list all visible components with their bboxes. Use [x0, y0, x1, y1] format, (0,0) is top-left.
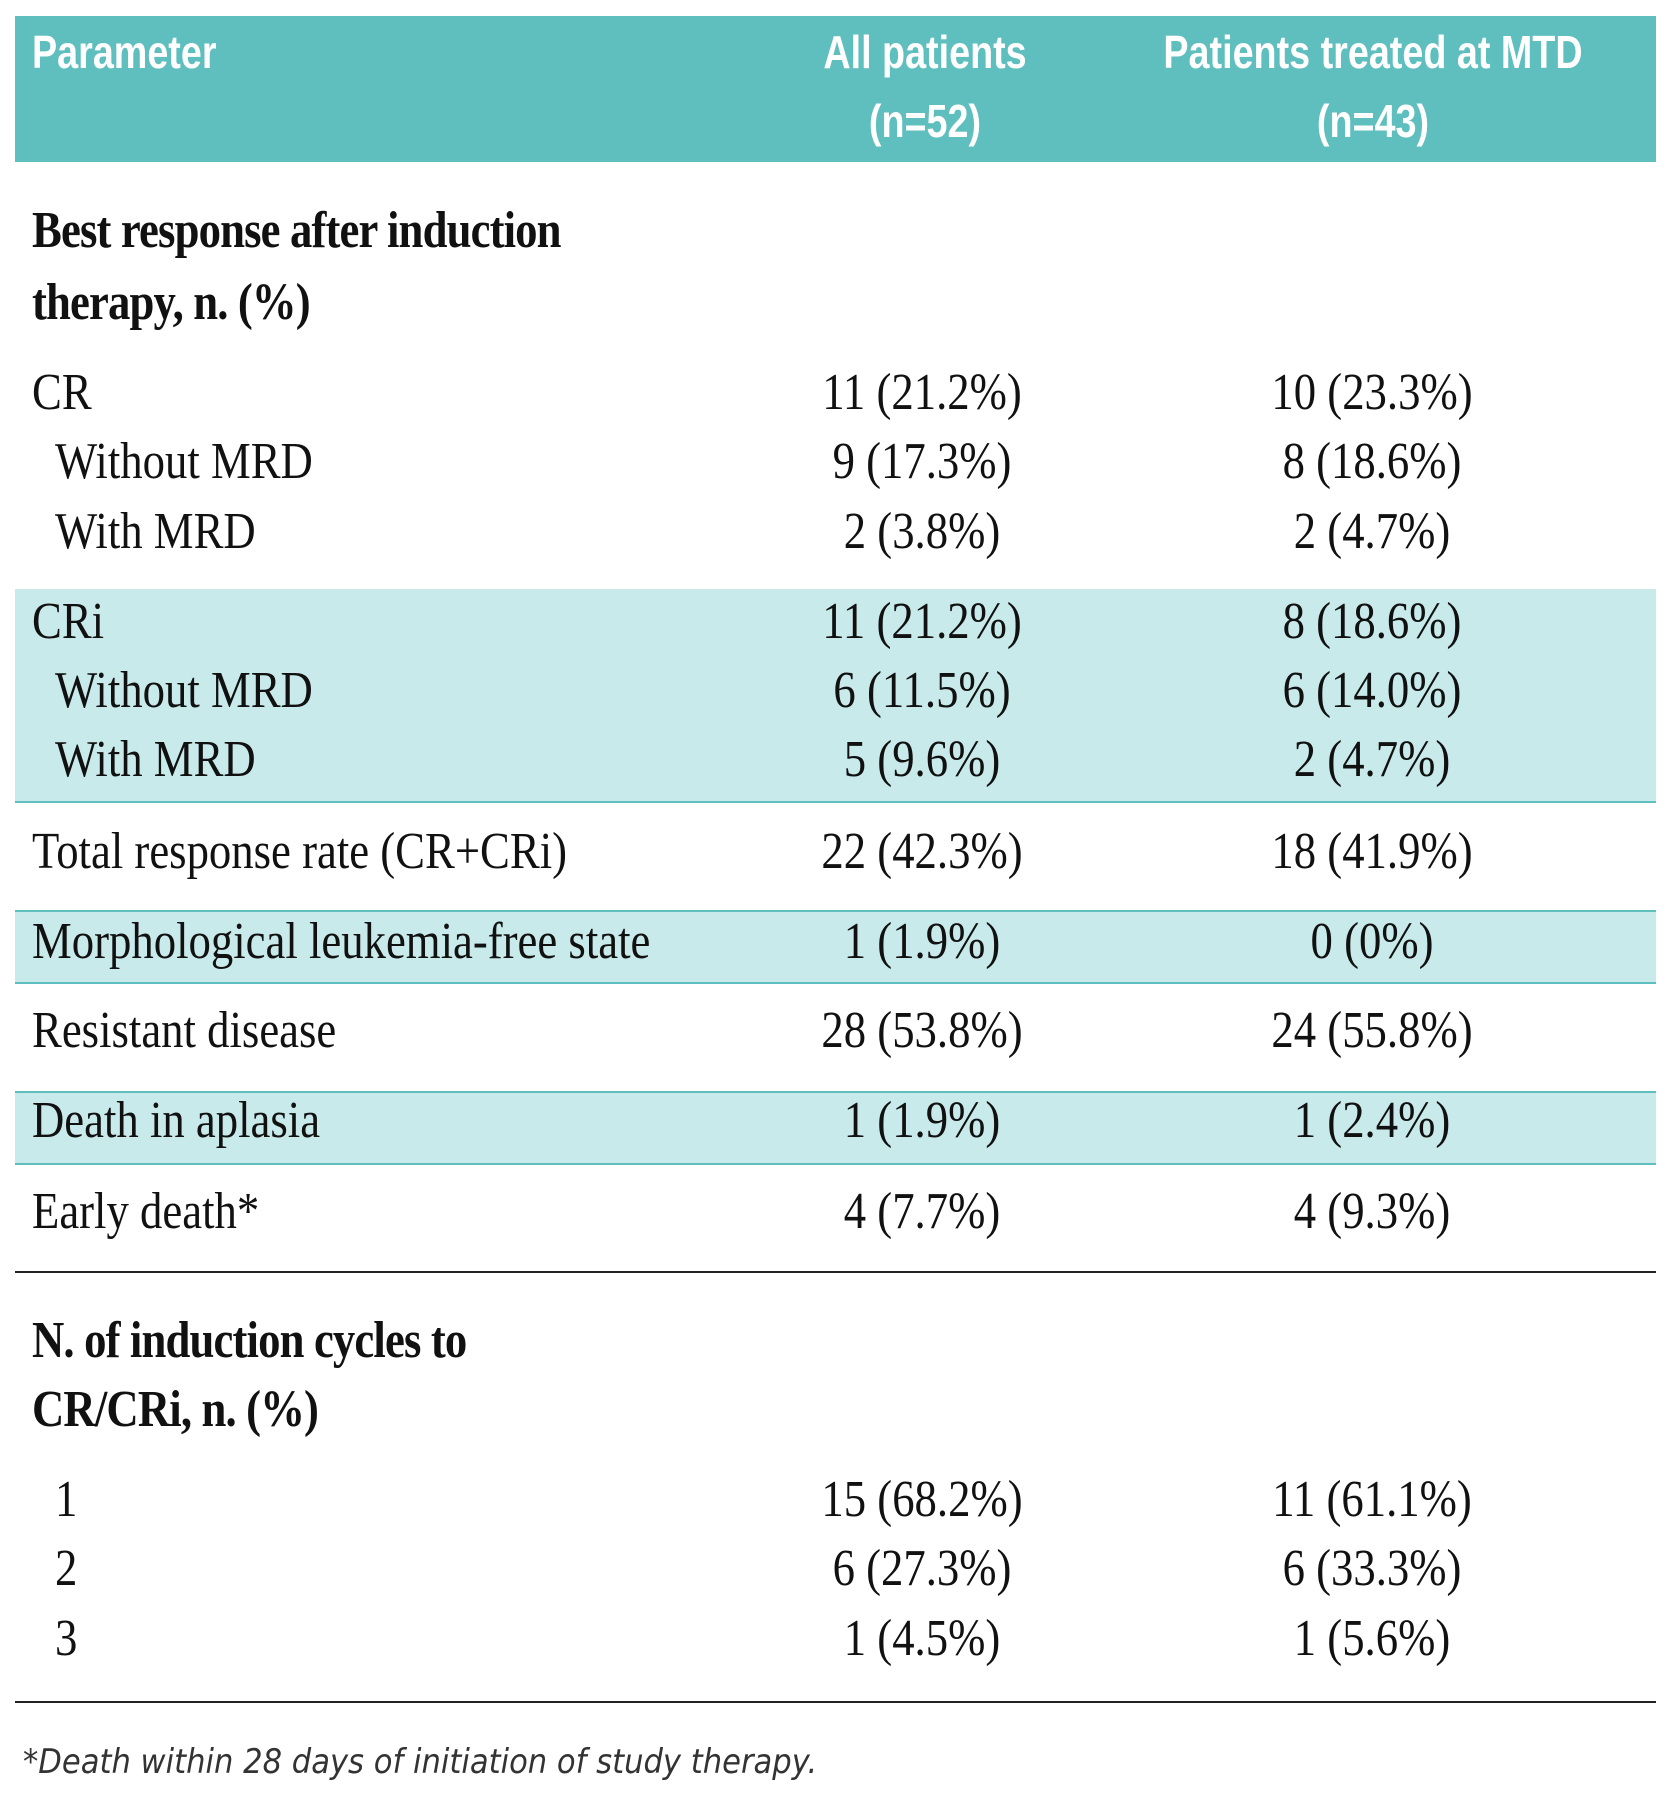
- row-label: Without MRD: [55, 662, 314, 720]
- row-label: Death in aplasia: [32, 1092, 321, 1150]
- cell-value: 1 (4.5%): [843, 1609, 1001, 1667]
- row-label: CRi: [32, 592, 105, 650]
- cell-value: 2 (4.7%): [1293, 502, 1451, 560]
- row-rule: [15, 1162, 1656, 1165]
- row-label: Early death*: [32, 1183, 260, 1241]
- header-cell: (n=52): [868, 95, 981, 148]
- cell-value: 8 (18.6%): [1282, 592, 1462, 650]
- row-label: CR: [32, 363, 93, 421]
- row-label: 3: [55, 1609, 78, 1667]
- row-label: With MRD: [55, 731, 257, 789]
- cell-value: 11 (21.2%): [822, 363, 1023, 421]
- row-rule: [15, 800, 1656, 803]
- row-shade: [15, 909, 1656, 983]
- row-label: 2: [55, 1540, 78, 1598]
- row-label: Resistant disease: [32, 1001, 337, 1059]
- row-label: Without MRD: [55, 433, 314, 491]
- row-shade: [15, 1090, 1656, 1163]
- cell-value: 1 (2.4%): [1293, 1092, 1451, 1150]
- row-rule: [15, 982, 1656, 985]
- section-rule: [15, 1271, 1656, 1274]
- section-heading: Best response after induction: [32, 202, 562, 260]
- footnote: *Death within 28 days of initiation of s…: [23, 1742, 818, 1783]
- cell-value: 18 (41.9%): [1271, 822, 1473, 880]
- cell-value: 11 (21.2%): [822, 592, 1023, 650]
- section-heading: N. of induction cycles to: [32, 1311, 467, 1369]
- row-shade: [15, 589, 1656, 801]
- row-rule: [15, 909, 1656, 912]
- section-heading: therapy, n. (%): [32, 273, 311, 331]
- cell-value: 0 (0%): [1310, 912, 1434, 970]
- cell-value: 2 (4.7%): [1293, 731, 1451, 789]
- cell-value: 6 (11.5%): [833, 662, 1011, 720]
- header-band: [15, 16, 1656, 162]
- cell-value: 11 (61.1%): [1272, 1471, 1472, 1529]
- row-rule: [15, 1090, 1656, 1093]
- section-heading: CR/CRi, n. (%): [32, 1380, 319, 1438]
- cell-value: 10 (23.3%): [1271, 363, 1473, 421]
- cell-value: 6 (27.3%): [832, 1540, 1012, 1598]
- cell-value: 6 (33.3%): [1282, 1540, 1462, 1598]
- cell-value: 22 (42.3%): [821, 822, 1023, 880]
- cell-value: 24 (55.8%): [1271, 1001, 1473, 1059]
- cell-value: 4 (7.7%): [843, 1183, 1001, 1241]
- cell-value: 5 (9.6%): [843, 731, 1001, 789]
- cell-value: 1 (1.9%): [843, 912, 1001, 970]
- cell-value: 2 (3.8%): [843, 502, 1001, 560]
- row-label: Morphological leukemia-free state: [32, 912, 651, 970]
- cell-value: 4 (9.3%): [1293, 1183, 1451, 1241]
- row-label: 1: [55, 1471, 78, 1529]
- cell-value: 8 (18.6%): [1282, 433, 1462, 491]
- row-label: With MRD: [55, 502, 257, 560]
- header-cell: Patients treated at MTD: [1163, 26, 1583, 78]
- header-cell: (n=43): [1316, 95, 1430, 148]
- bottom-rule: [15, 1701, 1656, 1704]
- cell-value: 28 (53.8%): [821, 1001, 1023, 1059]
- cell-value: 6 (14.0%): [1282, 662, 1462, 720]
- cell-value: 15 (68.2%): [821, 1471, 1023, 1529]
- header-cell: Parameter: [32, 26, 217, 78]
- cell-value: 1 (1.9%): [843, 1092, 1001, 1150]
- header-cell: All patients: [822, 26, 1027, 78]
- cell-value: 1 (5.6%): [1293, 1609, 1451, 1667]
- row-label: Total response rate (CR+CRi): [32, 822, 568, 880]
- cell-value: 9 (17.3%): [832, 433, 1012, 491]
